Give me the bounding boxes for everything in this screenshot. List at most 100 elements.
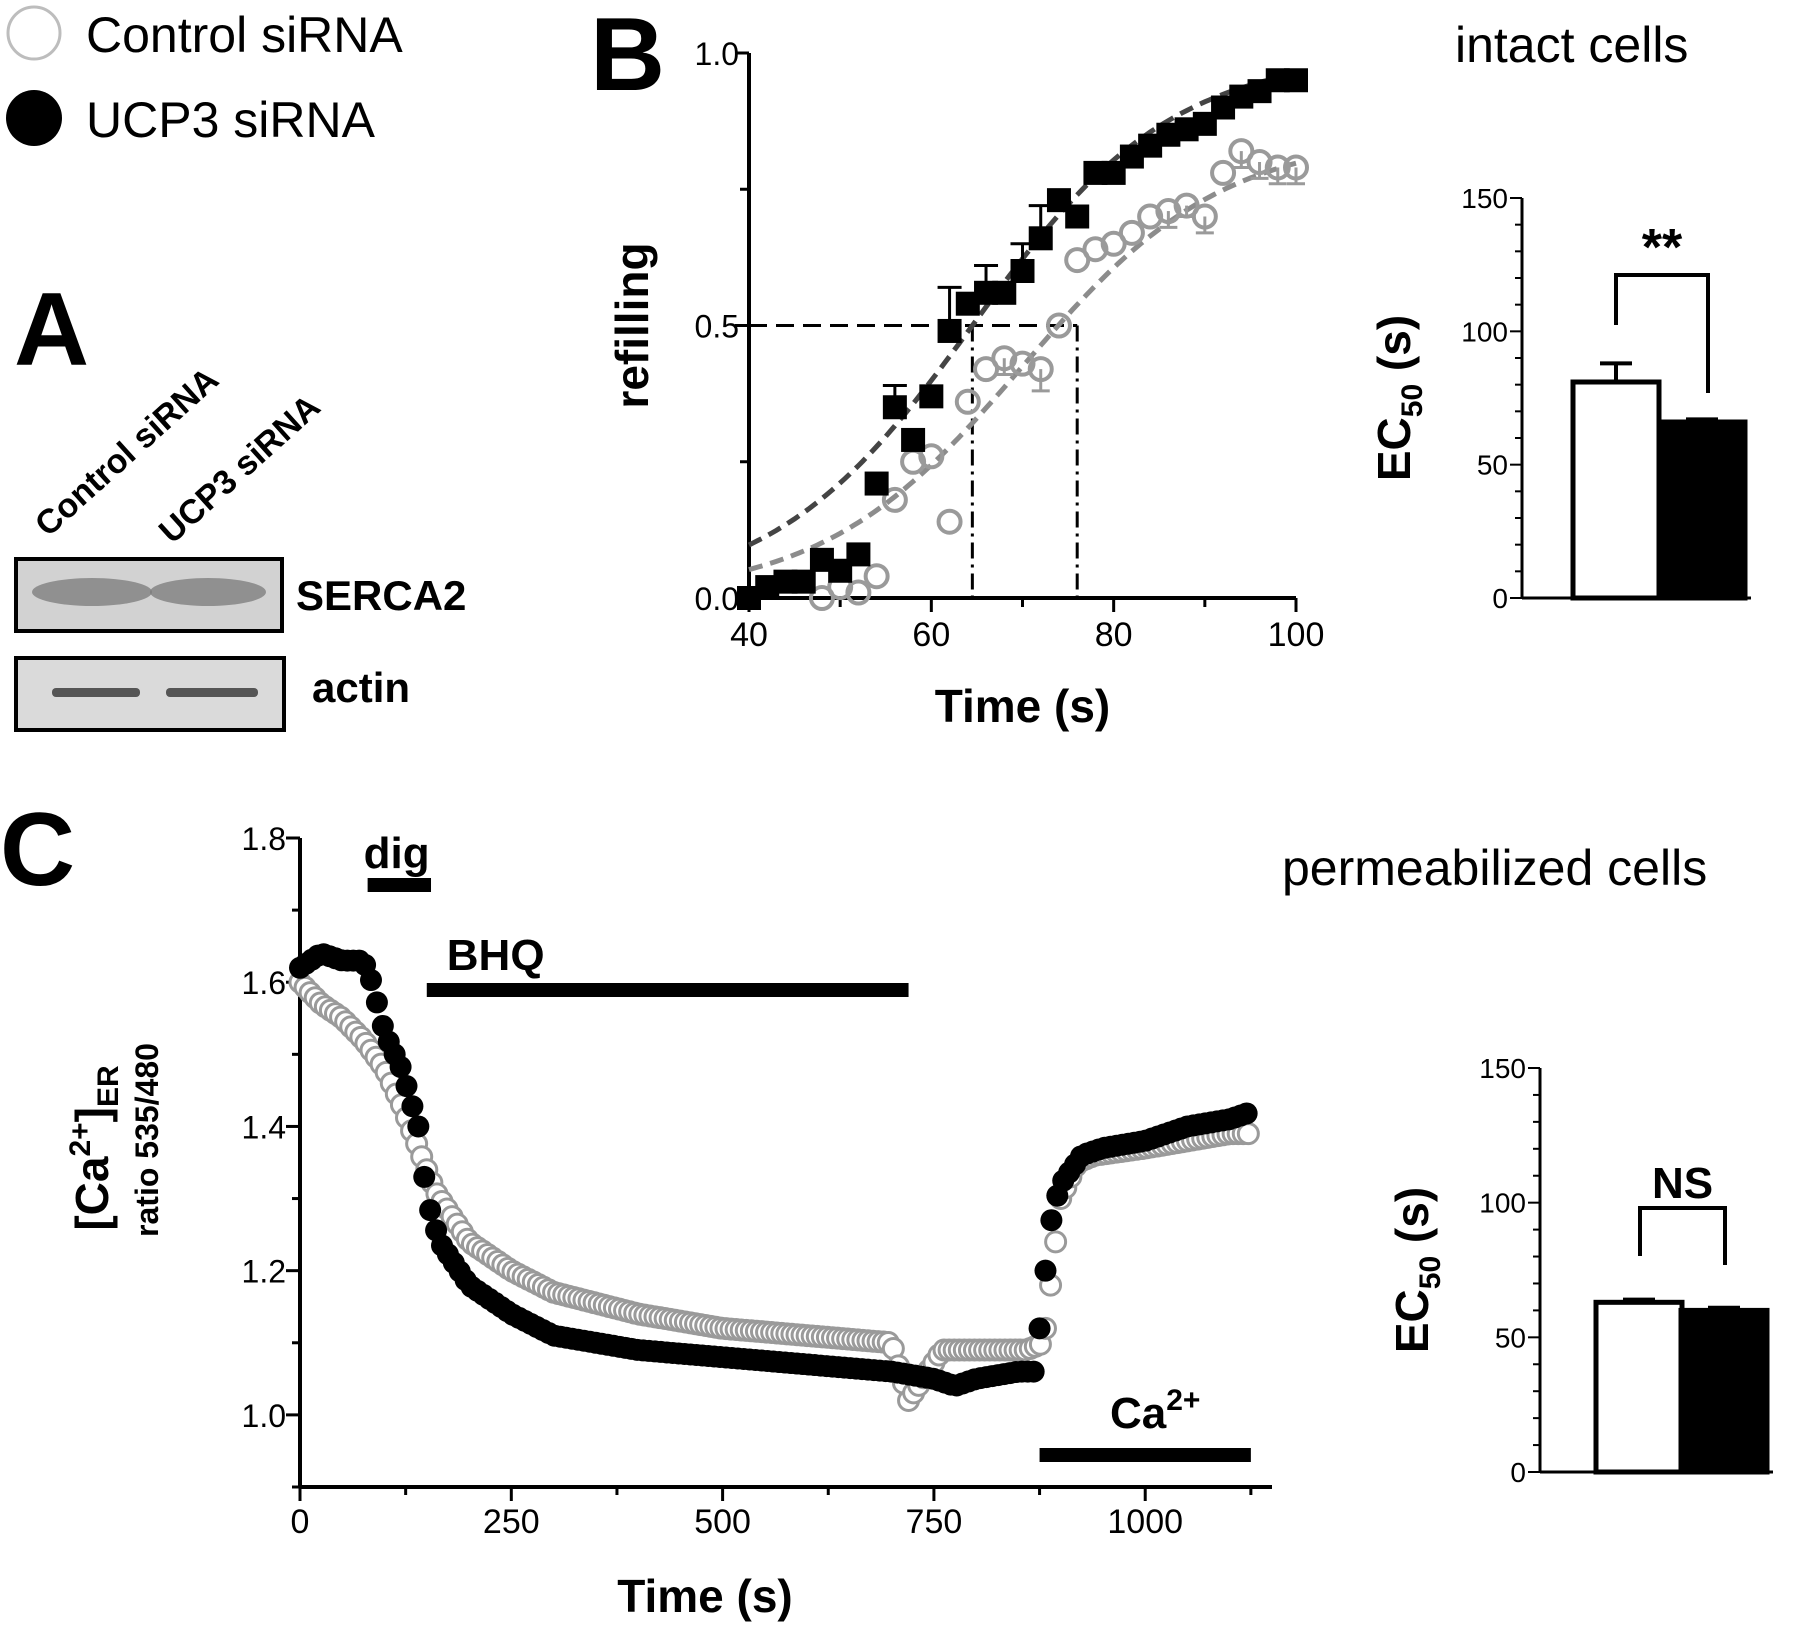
control-point (863, 563, 890, 590)
x-tick-label: 750 (906, 1503, 963, 1541)
panel-b: B 0.0 0.5 1.0 40 60 80 100 Time (s) refilling in… (590, 0, 1751, 732)
y-tick-label: 1.8 (242, 821, 286, 857)
x-axis-title: Time (s) (935, 680, 1111, 732)
ucp3-point (937, 318, 962, 343)
ucp3-point (365, 991, 388, 1014)
control-bar (1593, 1299, 1685, 1475)
x-tick-label: 250 (483, 1503, 540, 1541)
y-tick-label: 1.2 (242, 1254, 286, 1290)
control-point (918, 443, 945, 470)
x-tick-label: 60 (912, 616, 950, 654)
legend: Control siRNA UCP3 siRNA (6, 5, 403, 148)
ucp3-point (359, 969, 382, 992)
y-tick-label: 1.6 (242, 965, 286, 1001)
ucp3-point (1028, 1317, 1051, 1340)
legend-ucp3-label: UCP3 siRNA (86, 92, 376, 148)
ucp3-point (389, 1055, 412, 1078)
ucp3-point (1235, 1102, 1258, 1125)
control-bar (1570, 379, 1662, 601)
panel-label-b: B (590, 0, 665, 113)
x-tick-label: 500 (694, 1503, 751, 1541)
x-axis-title: Time (s) (617, 1570, 793, 1622)
blot-actin-label: actin (312, 664, 410, 711)
panel-label-c: C (0, 792, 75, 908)
y-tick-label: 100 (1461, 316, 1508, 347)
ucp3-point (413, 1165, 436, 1188)
y-axis-title: EC50 (s) (1386, 1187, 1447, 1353)
control-point (1064, 247, 1091, 274)
blot-actin (14, 656, 286, 732)
ucp3-point (395, 1075, 418, 1098)
control-point (1027, 356, 1054, 383)
ec50-permeabilized-chart: 0 50 100 150 NS EC50 (s) (1386, 1053, 1773, 1488)
ucp3-point (1034, 1259, 1057, 1282)
y-tick-label: 0 (1492, 583, 1508, 614)
y-axis-title: EC50 (s) (1368, 315, 1429, 481)
x-tick-label: 100 (1268, 616, 1325, 654)
y-tick-label: 0.5 (695, 309, 739, 345)
treatment-label: BHQ (447, 931, 545, 980)
control-fit-curve (748, 160, 1297, 573)
y-axis-title: [Ca2+]ER (64, 1065, 125, 1231)
y-tick-label: 1.0 (242, 1398, 286, 1434)
intact-cells-caption: intact cells (1455, 17, 1688, 73)
ucp3-point (791, 569, 816, 594)
panel-label-a: A (14, 272, 89, 388)
control-point (1118, 219, 1145, 246)
control-point (1210, 159, 1237, 186)
ucp3-point (1010, 259, 1035, 283)
treatment-label: dig (364, 829, 430, 878)
treatment-label: Ca2+ (1110, 1384, 1200, 1438)
refilling-chart: 0.0 0.5 1.0 40 60 80 100 Time (s) refilling (606, 36, 1324, 732)
ucp3-point (1028, 226, 1053, 251)
ucp3-fit-curve (747, 71, 1297, 548)
ucp3-point (992, 280, 1017, 305)
ucp3-point (407, 1115, 430, 1138)
control-point (1283, 154, 1309, 181)
ucp3-bar (1656, 419, 1748, 601)
control-point (954, 388, 981, 415)
ucp3-point (1022, 1360, 1045, 1383)
x-tick-label: 1000 (1107, 1503, 1183, 1541)
significance-label: NS (1652, 1159, 1713, 1208)
significance-bracket (1638, 1206, 1727, 1265)
y-tick-label: 50 (1495, 1322, 1526, 1353)
ucp3-bar (1678, 1307, 1770, 1475)
control-point (1236, 1122, 1260, 1146)
x-tick-label: 80 (1095, 616, 1133, 654)
legend-control-label: Control siRNA (86, 7, 403, 63)
significance-bracket (1614, 273, 1710, 393)
panel-a: A Control siRNA UCP3 siRNA SERCA2 actin (14, 272, 466, 732)
legend-ucp3-marker (6, 90, 62, 146)
control-point (845, 579, 872, 606)
y-axis-title: refilling (606, 242, 658, 408)
control-point (936, 508, 963, 535)
control-point (1264, 154, 1291, 181)
y-tick-label: 0 (1510, 1457, 1526, 1488)
significance-label: ** (1642, 219, 1683, 277)
ucp3-point (1040, 1209, 1063, 1232)
x-tick-label: 0 (291, 1503, 310, 1541)
control-point (1045, 312, 1072, 339)
control-point (1100, 230, 1127, 257)
ucp3-point (864, 471, 889, 496)
blot-serca2-label: SERCA2 (296, 572, 466, 619)
y-tick-label: 0.0 (695, 581, 739, 617)
ucp3-point (919, 384, 944, 409)
control-point (881, 486, 908, 513)
x-tick-label: 40 (730, 616, 768, 654)
ucp3-point (401, 1095, 424, 1118)
y-axis-subtitle: ratio 535/480 (129, 1043, 165, 1237)
y-tick-label: 150 (1461, 183, 1508, 214)
ca-er-chart: 1.0 1.2 1.4 1.6 1.8 0 250 500 750 1000 Time (s) [Ca… (64, 821, 1272, 1622)
ucp3-point (1065, 204, 1090, 229)
control-point (1191, 203, 1218, 230)
y-tick-label: 50 (1477, 450, 1508, 481)
control-point (973, 356, 1000, 383)
ec50-intact-chart: 0 50 100 150 ** EC50 (s) (1368, 183, 1751, 614)
ucp3-point (846, 542, 871, 567)
y-tick-label: 100 (1479, 1188, 1526, 1219)
legend-control-marker (6, 5, 62, 61)
